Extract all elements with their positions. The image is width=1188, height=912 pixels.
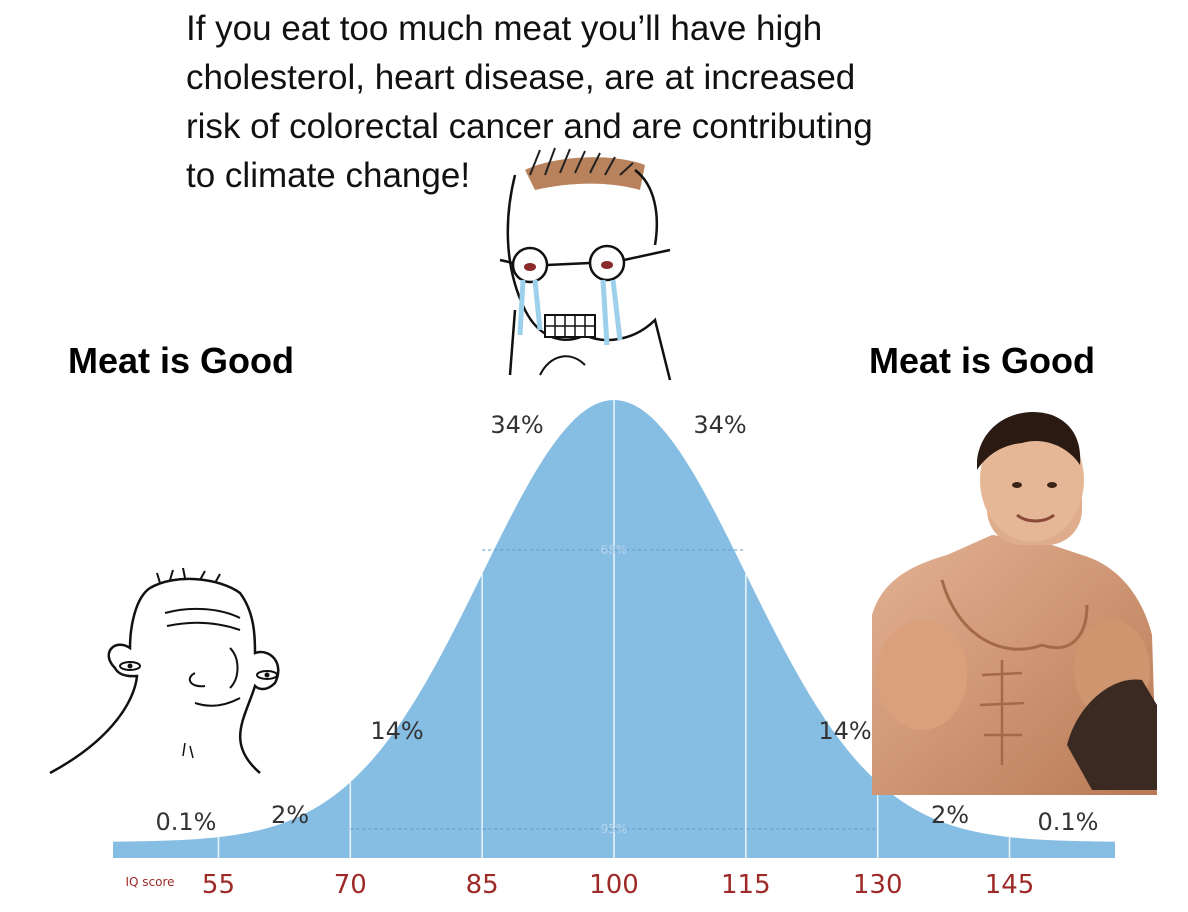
range-label: 68% bbox=[601, 543, 628, 557]
left-label: Meat is Good bbox=[68, 340, 295, 381]
caption-text: If you eat too much meat you’ll have hig… bbox=[186, 9, 873, 195]
band-label: 0.1% bbox=[1038, 808, 1099, 836]
x-tick-label: 130 bbox=[853, 870, 903, 900]
right-label: Meat is Good bbox=[869, 340, 1096, 381]
x-tick-label: 100 bbox=[589, 870, 639, 900]
band-label: 34% bbox=[693, 411, 746, 439]
muscular-man-photo bbox=[872, 412, 1157, 795]
x-tick-label: 145 bbox=[985, 870, 1035, 900]
x-tick-label: 115 bbox=[721, 870, 771, 900]
x-tick-label: 55 bbox=[202, 870, 235, 900]
band-label: 34% bbox=[490, 411, 543, 439]
band-label: 14% bbox=[370, 717, 423, 745]
crying-wojak-icon bbox=[499, 147, 672, 381]
range-label: 95% bbox=[601, 822, 628, 836]
band-label: 2% bbox=[931, 801, 969, 829]
band-label: 0.1% bbox=[156, 808, 217, 836]
simple-wojak-icon bbox=[49, 568, 280, 775]
x-axis-title: IQ score bbox=[125, 875, 174, 889]
band-label: 14% bbox=[818, 717, 871, 745]
x-tick-label: 70 bbox=[334, 870, 367, 900]
band-label: 2% bbox=[271, 801, 309, 829]
x-tick-label: 85 bbox=[466, 870, 499, 900]
